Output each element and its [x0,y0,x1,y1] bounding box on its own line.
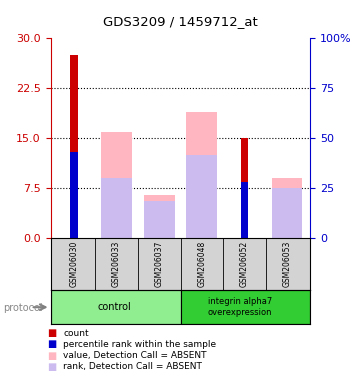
Bar [180,290,310,324]
Bar [144,195,174,238]
Text: GSM206048: GSM206048 [197,241,206,287]
Text: integrin alpha7
overexpression: integrin alpha7 overexpression [208,297,273,317]
Text: count: count [63,329,89,338]
Bar [144,202,174,238]
Bar [70,55,78,238]
Text: GSM206053: GSM206053 [283,241,292,287]
Text: ■: ■ [47,351,56,361]
Bar [240,182,248,238]
Text: control: control [97,302,131,312]
Bar [187,112,217,238]
Text: GSM206037: GSM206037 [155,241,164,287]
Text: ■: ■ [47,339,56,349]
Bar [187,155,217,238]
Bar [70,152,78,238]
Bar [101,178,132,238]
Bar [51,290,180,324]
Text: GSM206033: GSM206033 [112,241,121,287]
Text: rank, Detection Call = ABSENT: rank, Detection Call = ABSENT [63,362,202,371]
Text: ■: ■ [47,362,56,372]
Text: GSM206030: GSM206030 [69,241,78,287]
Bar [272,178,303,238]
Text: protocol: protocol [4,303,43,313]
Bar [240,138,248,238]
Bar [272,188,303,238]
Bar [101,132,132,238]
Text: value, Detection Call = ABSENT: value, Detection Call = ABSENT [63,351,207,360]
Text: ■: ■ [47,328,56,338]
Text: GDS3209 / 1459712_at: GDS3209 / 1459712_at [103,15,258,28]
Text: percentile rank within the sample: percentile rank within the sample [63,340,216,349]
Text: GSM206052: GSM206052 [240,241,249,287]
